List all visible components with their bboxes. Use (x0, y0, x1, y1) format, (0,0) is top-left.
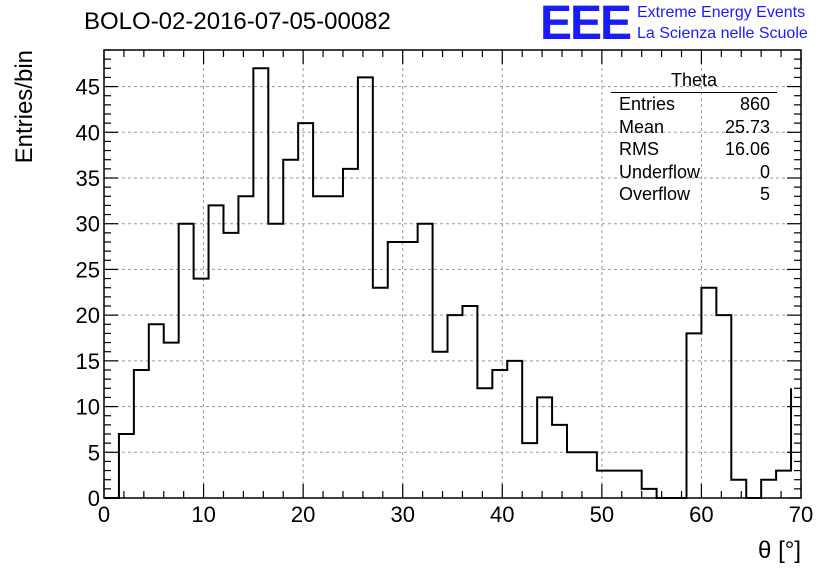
stats-label: Underflow (619, 161, 701, 182)
x-tick-label: 10 (191, 502, 215, 527)
run-title: BOLO-02-2016-07-05-00082 (84, 8, 391, 35)
stats-row-mean: Mean 25.73 (611, 116, 777, 139)
x-tick-label: 40 (490, 502, 514, 527)
y-tick-label: 35 (76, 166, 100, 191)
stats-label: RMS (619, 139, 659, 159)
stats-label: Mean (619, 116, 665, 137)
histogram-line (104, 67, 793, 499)
stats-row-rms: RMS 16.06 (611, 138, 777, 161)
y-tick-label: 15 (76, 349, 100, 374)
x-tick-label: 0 (98, 502, 110, 527)
plot-frame (103, 49, 802, 499)
y-tick-label: 20 (76, 303, 100, 328)
logo-line-1: Extreme Energy Events (637, 4, 806, 21)
stats-row-overflow: Overflow 5 (611, 183, 777, 206)
y-axis-title: Entries/bin (11, 50, 38, 163)
y-tick-label: 30 (76, 212, 100, 237)
x-axis-title: θ [°] (758, 537, 801, 564)
stats-value: 25.73 (724, 116, 770, 137)
y-tick-label: 5 (88, 440, 100, 465)
x-tick-label: 50 (590, 502, 614, 527)
logo-line-2: La Scienza nelle Scuole (637, 25, 808, 42)
y-tick-label: 40 (76, 120, 100, 145)
y-tick-label: 25 (76, 257, 100, 282)
stats-value: 5 (759, 184, 770, 204)
stats-box: Theta Entries 860 Mean 25.73 RMS 16.06 U… (611, 70, 777, 206)
logo-mark: EEE (540, 0, 632, 50)
y-tick-label: 10 (76, 395, 100, 420)
stats-label: Entries (619, 94, 676, 114)
stats-row-entries: Entries 860 (611, 93, 777, 116)
y-tick-label: 0 (88, 486, 100, 511)
x-tick-label: 70 (789, 502, 813, 527)
x-tick-label: 60 (689, 502, 713, 527)
y-tick-label: 45 (76, 75, 100, 100)
stats-value: 16.06 (724, 139, 770, 159)
stats-value: 860 (739, 94, 770, 114)
x-tick-label: 20 (291, 502, 315, 527)
stats-row-underflow: Underflow 0 (611, 161, 777, 184)
stats-name: Theta (611, 70, 777, 93)
x-tick-label: 30 (390, 502, 414, 527)
stats-value: 0 (759, 161, 770, 182)
stats-label: Overflow (619, 184, 691, 204)
